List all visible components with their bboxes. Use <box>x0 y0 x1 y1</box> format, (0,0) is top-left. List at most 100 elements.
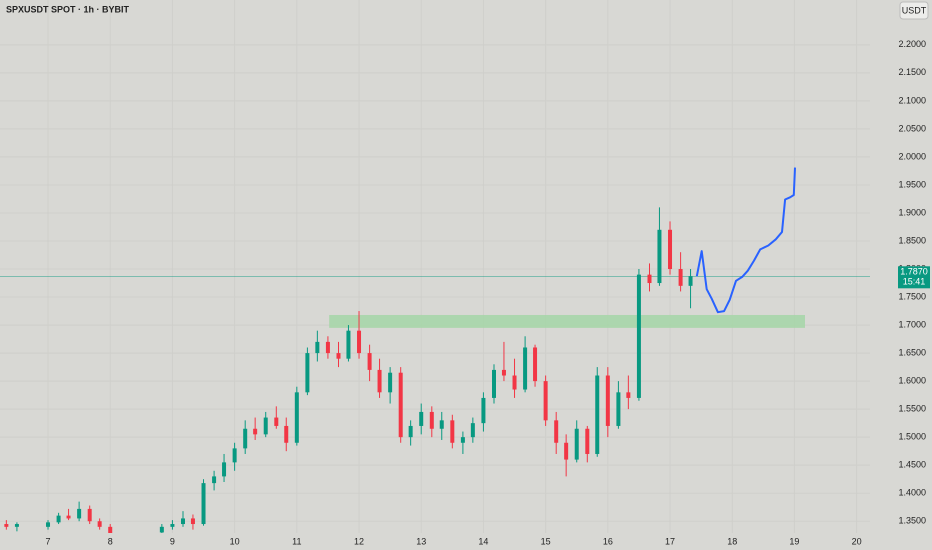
candle-body <box>470 423 475 438</box>
candle-body <box>232 448 237 463</box>
x-tick-label: 20 <box>852 536 862 546</box>
y-tick-label: 1.6500 <box>898 347 926 357</box>
x-tick-label: 15 <box>541 536 551 546</box>
candle-body <box>367 353 372 370</box>
forecast-line <box>695 167 796 314</box>
candle-body <box>616 392 621 426</box>
x-tick-label: 9 <box>170 536 175 546</box>
last-price-box <box>898 266 930 289</box>
candle-body <box>66 515 71 519</box>
candle-body <box>554 420 559 443</box>
candle-body <box>336 353 341 359</box>
candle-body <box>668 229 673 270</box>
candle-body <box>398 372 403 438</box>
y-tick-label: 1.7500 <box>898 291 926 301</box>
candle-body <box>564 442 569 460</box>
candle-body <box>170 524 175 527</box>
candle-body <box>274 417 279 426</box>
x-tick-label: 12 <box>354 536 364 546</box>
candle-body <box>159 526 164 533</box>
x-tick-label: 17 <box>665 536 675 546</box>
candle-body <box>4 524 9 527</box>
y-tick-label: 1.5000 <box>898 432 926 442</box>
candle-body <box>419 411 424 426</box>
candle-body <box>388 372 393 393</box>
candle-body <box>46 522 51 527</box>
candle-body <box>636 274 641 398</box>
candle-body <box>108 526 113 533</box>
candle-body <box>97 521 102 527</box>
y-tick-label: 2.0000 <box>898 151 926 161</box>
x-tick-label: 13 <box>416 536 426 546</box>
currency-button[interactable] <box>899 1 929 20</box>
last-price-label: 1.7870 <box>900 267 928 277</box>
y-tick-label: 1.8500 <box>898 235 926 245</box>
support-zone <box>329 314 806 328</box>
candle-body <box>14 524 19 527</box>
y-tick-label: 2.1000 <box>898 95 926 105</box>
candle-body <box>595 375 600 454</box>
x-tick-label: 11 <box>292 536 301 546</box>
x-tick-label: 19 <box>789 536 799 546</box>
candle-body <box>647 274 652 284</box>
chart-title: SPXUSDT SPOT · 1h · BYBIT <box>6 4 130 14</box>
candle-body <box>180 518 185 525</box>
y-tick-label: 1.9500 <box>898 179 926 189</box>
y-tick-label: 1.3500 <box>898 516 926 526</box>
countdown-label: 15:41 <box>903 277 926 287</box>
candle-body <box>253 428 258 435</box>
candle-body <box>263 417 268 435</box>
candle-body <box>574 428 579 460</box>
candle-body <box>201 483 206 525</box>
x-tick-label: 8 <box>108 536 113 546</box>
candle-body <box>626 392 631 398</box>
candle-body <box>543 381 548 421</box>
candle-body <box>512 375 517 390</box>
candle-body <box>377 369 382 393</box>
candle-body <box>688 276 693 286</box>
currency-label[interactable]: USDT <box>902 5 927 15</box>
candle-body <box>450 420 455 443</box>
candle-body <box>501 369 506 376</box>
candle-body <box>481 397 486 424</box>
candle-body <box>212 476 217 484</box>
candle-body <box>77 508 82 519</box>
candle-body <box>491 369 496 398</box>
candle-body <box>460 437 465 443</box>
y-tick-label: 2.2000 <box>898 39 926 49</box>
candle-body <box>325 341 330 354</box>
candle-body <box>439 420 444 429</box>
candle-body <box>222 462 227 477</box>
plot-area <box>0 167 870 533</box>
candle-body <box>315 341 320 354</box>
candle-body <box>243 428 248 449</box>
y-tick-label: 2.1500 <box>898 67 926 77</box>
candle-body <box>585 428 590 454</box>
candle-body <box>523 347 528 390</box>
candle-body <box>408 425 413 438</box>
candle-body <box>294 392 299 443</box>
candle-body <box>533 347 538 382</box>
candle-body <box>87 508 92 522</box>
y-tick-label: 1.7000 <box>898 319 926 329</box>
y-tick-label: 1.4000 <box>898 488 926 498</box>
candle-body <box>657 229 662 284</box>
x-tick-label: 14 <box>478 536 488 546</box>
candle-body <box>357 330 362 354</box>
axes: 1.3500 1.4000 1.4500 1.5000 1.5500 1.6000 1.65… <box>46 39 930 546</box>
y-tick-label: 1.9000 <box>898 207 926 217</box>
candle-body <box>429 411 434 429</box>
x-tick-label: 10 <box>230 536 240 546</box>
y-tick-label: 1.6000 <box>898 375 926 385</box>
y-tick-label: 1.5500 <box>898 404 926 414</box>
candle-body <box>346 330 351 359</box>
x-tick-label: 7 <box>46 536 51 546</box>
candle-body <box>284 425 289 443</box>
candle-body <box>56 515 61 523</box>
candle-body <box>190 518 195 525</box>
candle-body <box>678 269 683 286</box>
x-tick-label: 16 <box>603 536 613 546</box>
